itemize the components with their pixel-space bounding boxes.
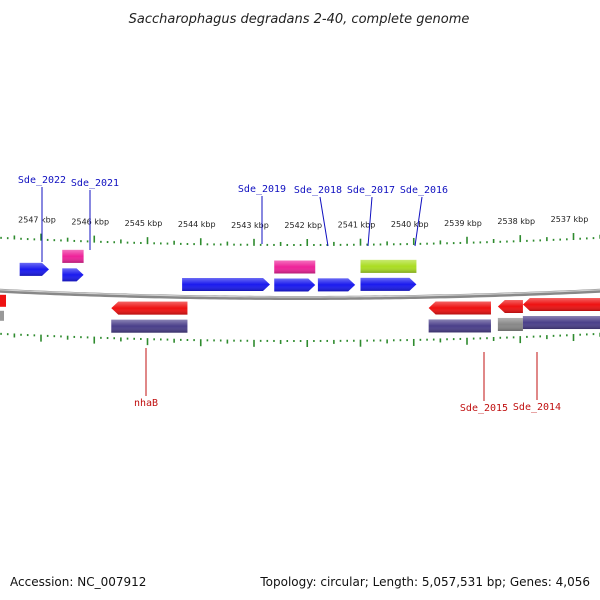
gene-label-sde-2015: Sde_2015 [460,403,508,414]
position-labels: 2547 kbp 2546 kbp 2545 kbp 2544 kbp 2543 kbp… [18,215,588,230]
cds-partial-left [0,294,6,321]
cds-sde-2014-part [497,299,523,313]
position-label: 2544 kbp [178,220,216,229]
inner-tick-ring [0,332,600,347]
orf-sde-2014 [522,316,600,330]
position-label: 2545 kbp [125,219,163,228]
position-label: 2543 kbp [231,221,269,230]
gene-label-sde-2014: Sde_2014 [513,402,561,413]
gene-label-sde-2021: Sde_2021 [71,178,119,189]
gene-label-sde-2016: Sde_2016 [400,185,448,196]
orf-nhab [111,319,188,333]
position-label: 2540 kbp [391,220,429,229]
position-label: 2538 kbp [497,217,535,226]
label-leader-line [319,196,329,247]
cds-sde-2018 [274,278,316,292]
label-leader-line [414,196,423,247]
gene-label-sde-2018: Sde_2018 [294,185,342,196]
cds-sde-2021 [62,268,84,282]
genome-backbone-highlight [0,289,600,298]
gene-labels: Sde_2022 Sde_2021 Sde_2019 Sde_2018 Sde_2017… [18,175,561,414]
cds-nhab [111,301,188,315]
cds-sde-2017 [317,278,356,292]
orf-sde-2015 [428,319,491,333]
gene-label-sde-2022: Sde_2022 [18,175,66,186]
position-label: 2539 kbp [444,219,482,228]
rna-sde-2021 [62,249,84,263]
accession-text: Accession: NC_007912 [10,575,146,589]
gene-label-sde-2017: Sde_2017 [347,185,395,196]
cds-sde-2016 [360,277,417,291]
cds-sde-2022 [19,262,49,276]
gene-label-sde-2019: Sde_2019 [238,184,286,195]
gene-label-nhab: nhaB [134,398,158,409]
outer-tick-ring [0,233,600,246]
position-label: 2541 kbp [338,221,376,230]
map-title: Saccharophagus degradans 2-40, complete … [129,12,470,27]
genome-summary-text: Topology: circular; Length: 5,057,531 bp… [259,575,590,589]
cds-sde-2014 [522,298,600,312]
rna-sde-2016 [360,259,417,273]
rna-sde-2018 [274,260,316,274]
position-label: 2542 kbp [284,221,322,230]
genome-backbone [0,288,600,300]
feature-tracks [0,249,600,333]
cds-sde-2019 [182,278,270,292]
cds-sde-2015 [428,301,491,315]
label-leader-line [367,196,373,247]
position-label: 2537 kbp [551,215,589,224]
orf-sde-2014-part [497,317,523,331]
position-label: 2547 kbp [18,216,56,225]
